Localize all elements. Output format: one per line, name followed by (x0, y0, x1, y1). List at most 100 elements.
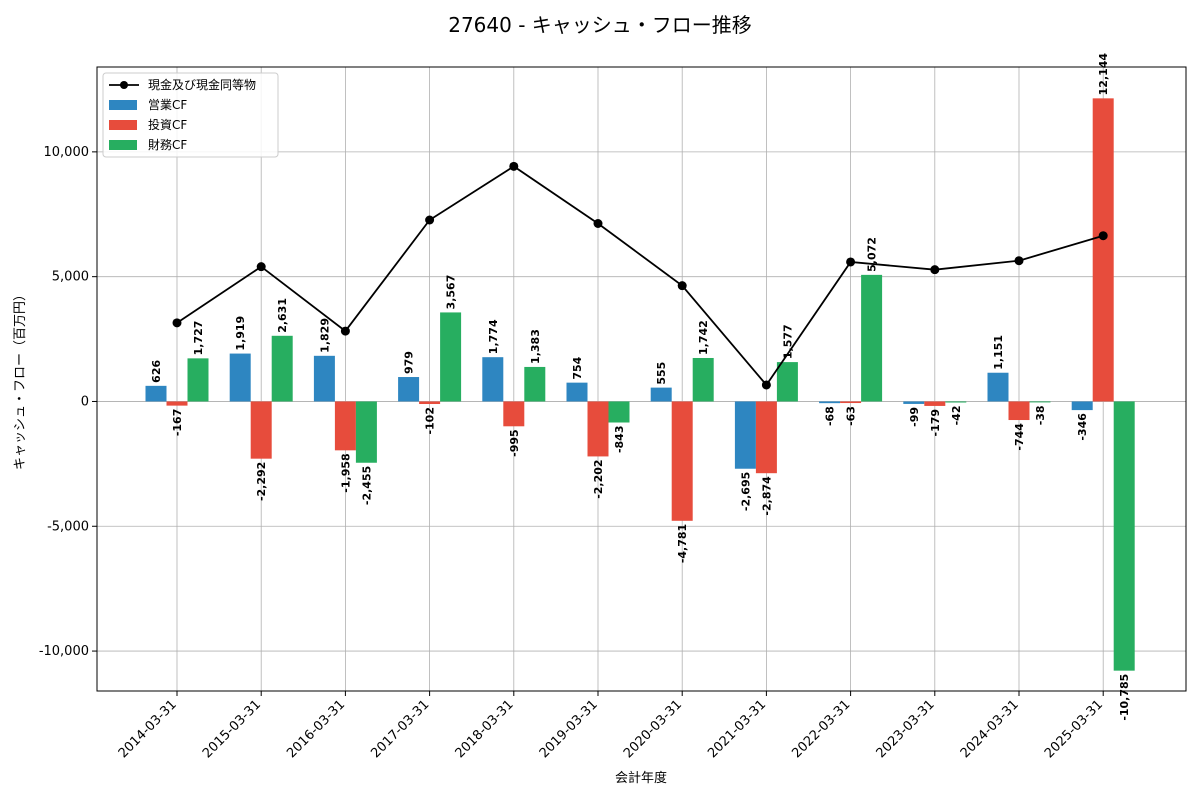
y-tick-label: 10,000 (44, 145, 90, 160)
data-label: -99 (908, 407, 921, 427)
bar-投資CF-2025-03-31 (1092, 98, 1114, 402)
legend-label: 営業CF (148, 98, 187, 112)
bar-営業CF-2016-03-31 (313, 355, 335, 402)
bar-営業CF-2014-03-31 (145, 385, 167, 402)
data-label: 1,727 (192, 321, 205, 356)
cash-line-path (176, 165, 1104, 387)
legend-swatch (109, 120, 137, 130)
data-label: 1,742 (697, 320, 710, 355)
data-label: -2,455 (360, 466, 373, 505)
data-label: 979 (403, 351, 416, 374)
legend-swatch (109, 100, 137, 110)
data-label: -1,958 (339, 453, 352, 492)
data-label: -38 (1034, 405, 1047, 425)
bar-財務CF-2023-03-31 (945, 401, 967, 403)
bar-営業CF-2023-03-31 (903, 401, 925, 404)
x-tick-label: 2023-03-31 (874, 697, 938, 761)
data-label: 2,631 (276, 298, 289, 333)
bar-投資CF-2016-03-31 (334, 401, 356, 451)
data-label: -346 (1076, 413, 1089, 441)
cash-point (593, 218, 603, 228)
x-tick-label: 2024-03-31 (958, 697, 1022, 761)
data-label: 754 (571, 356, 584, 379)
data-label: -10,785 (1118, 674, 1131, 721)
cash-point (677, 281, 687, 291)
cash-line (172, 161, 1108, 390)
cash-point (256, 262, 266, 272)
data-label: -2,695 (739, 472, 752, 511)
data-label: -744 (1013, 423, 1026, 451)
bar-財務CF-2015-03-31 (271, 335, 293, 402)
axes: -10,000 -5,000 0 5,000 10,000 2014-03-31 2015-… (39, 145, 1106, 761)
cash-point (172, 318, 182, 328)
cash-point (1098, 231, 1108, 241)
bar-財務CF-2025-03-31 (1113, 401, 1135, 671)
data-label: -68 (824, 406, 837, 426)
bar-財務CF-2022-03-31 (861, 274, 883, 402)
bar-財務CF-2021-03-31 (776, 362, 798, 402)
data-label: -4,781 (676, 524, 689, 563)
data-label: 555 (655, 362, 668, 385)
bar-投資CF-2014-03-31 (166, 401, 188, 406)
bar-投資CF-2019-03-31 (587, 401, 609, 457)
legend-swatch (109, 140, 137, 150)
data-label: 1,577 (781, 324, 794, 359)
cash-point (761, 380, 771, 390)
x-tick-label: 2014-03-31 (116, 697, 180, 761)
x-tick-label: 2018-03-31 (453, 697, 517, 761)
y-axis-label: キャッシュ・フロー（百万円） (13, 288, 28, 470)
legend-label: 投資CF (148, 117, 187, 132)
bar-営業CF-2024-03-31 (987, 372, 1009, 402)
data-label: -2,874 (760, 476, 773, 516)
bar-財務CF-2016-03-31 (355, 401, 377, 463)
data-labels: 626 1,919 1,829 979 1,774 754 555 -2,695 -68 -99 1… (150, 53, 1131, 721)
legend-point-marker (120, 81, 128, 89)
legend-label: 現金及び現金同等物 (148, 77, 256, 92)
bar-財務CF-2018-03-31 (524, 366, 546, 402)
data-label: 1,383 (529, 329, 542, 364)
x-axis-label: 会計年度 (615, 770, 667, 786)
bar-営業CF-2021-03-31 (734, 401, 756, 469)
bar-営業CF-2020-03-31 (650, 387, 672, 402)
legend-label: 財務CF (148, 137, 187, 152)
bar-財務CF-2020-03-31 (692, 357, 714, 402)
y-tick-label: 0 (81, 394, 89, 409)
x-tick-label: 2015-03-31 (200, 697, 264, 761)
data-label: 5,072 (866, 237, 879, 272)
x-tick-label: 2022-03-31 (789, 697, 853, 761)
data-label: 626 (150, 360, 163, 383)
bar-投資CF-2024-03-31 (1008, 401, 1030, 421)
legend-box (102, 72, 279, 158)
bar-財務CF-2019-03-31 (608, 401, 630, 423)
x-tick-label: 2020-03-31 (621, 697, 685, 761)
data-label: -2,202 (592, 459, 605, 498)
cash-point (509, 161, 519, 171)
chart-title: 27640 - キャッシュ・フロー推移 (448, 13, 752, 37)
x-tick-label: 2019-03-31 (537, 697, 601, 761)
data-label: 1,774 (487, 319, 500, 354)
data-label: 3,567 (445, 275, 458, 310)
x-tick-label: 2025-03-31 (1042, 697, 1106, 761)
bars (145, 98, 1135, 671)
y-tick-label: -10,000 (39, 644, 89, 659)
data-label: 1,919 (234, 316, 247, 351)
bar-投資CF-2022-03-31 (840, 401, 862, 404)
data-label: 12,144 (1097, 53, 1110, 96)
cash-point (425, 215, 435, 225)
bar-投資CF-2015-03-31 (250, 401, 272, 459)
plot-frame (96, 66, 1187, 692)
data-label: -167 (171, 409, 184, 437)
bar-投資CF-2020-03-31 (671, 401, 693, 521)
bar-財務CF-2014-03-31 (187, 358, 209, 402)
bar-財務CF-2017-03-31 (440, 312, 462, 402)
bar-営業CF-2017-03-31 (398, 377, 420, 402)
bar-投資CF-2021-03-31 (755, 401, 777, 474)
bar-営業CF-2025-03-31 (1071, 401, 1093, 411)
cash-point (846, 257, 856, 267)
bar-投資CF-2023-03-31 (924, 401, 946, 406)
y-tick-label: -5,000 (47, 519, 89, 534)
bar-営業CF-2019-03-31 (566, 382, 588, 402)
cash-point (1014, 256, 1024, 266)
